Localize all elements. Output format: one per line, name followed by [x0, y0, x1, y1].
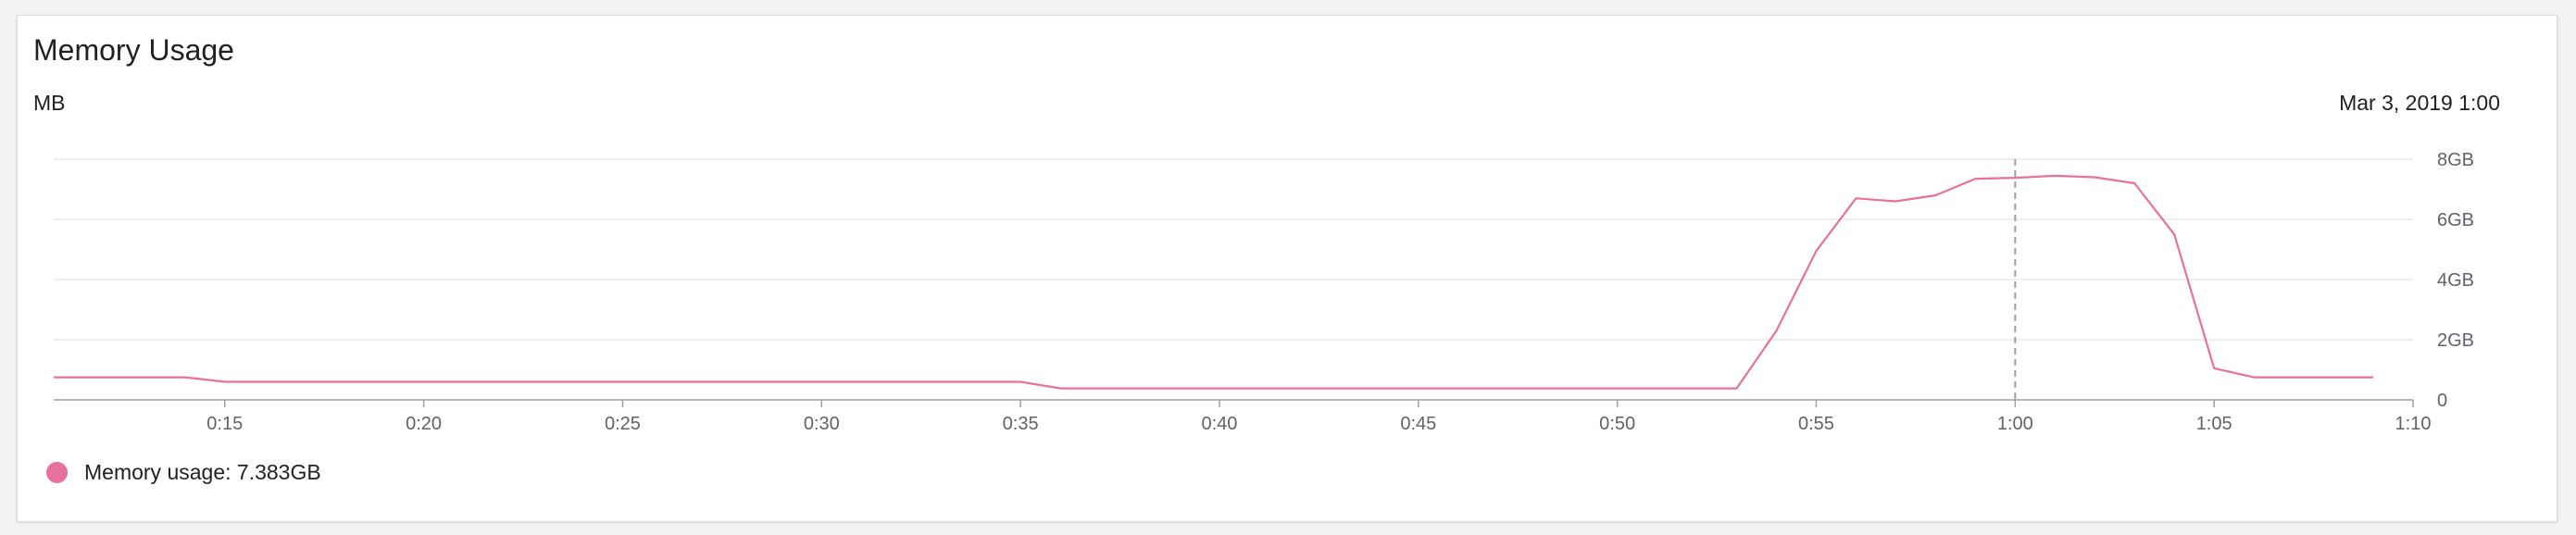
y-tick-label: 0 [2437, 391, 2447, 411]
y-tick-label: 6GB [2437, 210, 2474, 230]
x-tick-label: 0:40 [1201, 414, 1237, 434]
legend-label: Memory usage: 7.383GB [84, 460, 321, 484]
hover-timestamp: Mar 3, 2019 1:00 [2339, 91, 2500, 115]
x-tick-label: 0:35 [1003, 414, 1039, 434]
unit-label: MB [33, 91, 66, 115]
legend-color-dot [46, 462, 68, 483]
x-tick-label: 1:10 [2395, 414, 2432, 434]
y-tick-label: 8GB [2437, 150, 2474, 170]
y-tick-label: 2GB [2437, 330, 2474, 351]
x-tick-label: 0:15 [206, 414, 243, 434]
x-tick-label: 0:20 [406, 414, 442, 434]
y-tick-label: 4GB [2437, 270, 2474, 291]
memory-usage-series-line [54, 174, 2373, 390]
x-tick-label: 0:25 [605, 414, 641, 434]
x-tick-label: 0:30 [804, 414, 840, 434]
x-tick-label: 1:05 [2196, 414, 2232, 434]
x-tick-label: 0:45 [1400, 414, 1436, 434]
legend: Memory usage: 7.383GB [46, 460, 321, 485]
x-tick-label: 0:55 [1798, 414, 1834, 434]
chart-title: Memory Usage [33, 33, 234, 67]
x-tick-label: 1:00 [1997, 414, 2033, 434]
x-tick-label: 0:50 [1599, 414, 1635, 434]
memory-usage-card [17, 15, 2557, 522]
